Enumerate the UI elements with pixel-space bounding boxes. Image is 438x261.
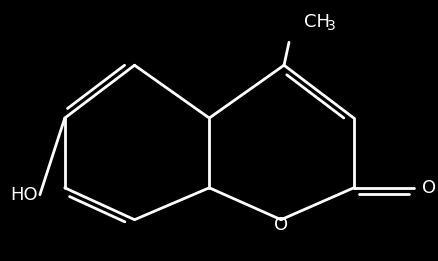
Text: O: O — [421, 179, 436, 197]
Text: HO: HO — [10, 186, 38, 204]
Text: 3: 3 — [327, 19, 336, 33]
Text: CH: CH — [304, 13, 330, 31]
Text: O: O — [274, 216, 288, 234]
